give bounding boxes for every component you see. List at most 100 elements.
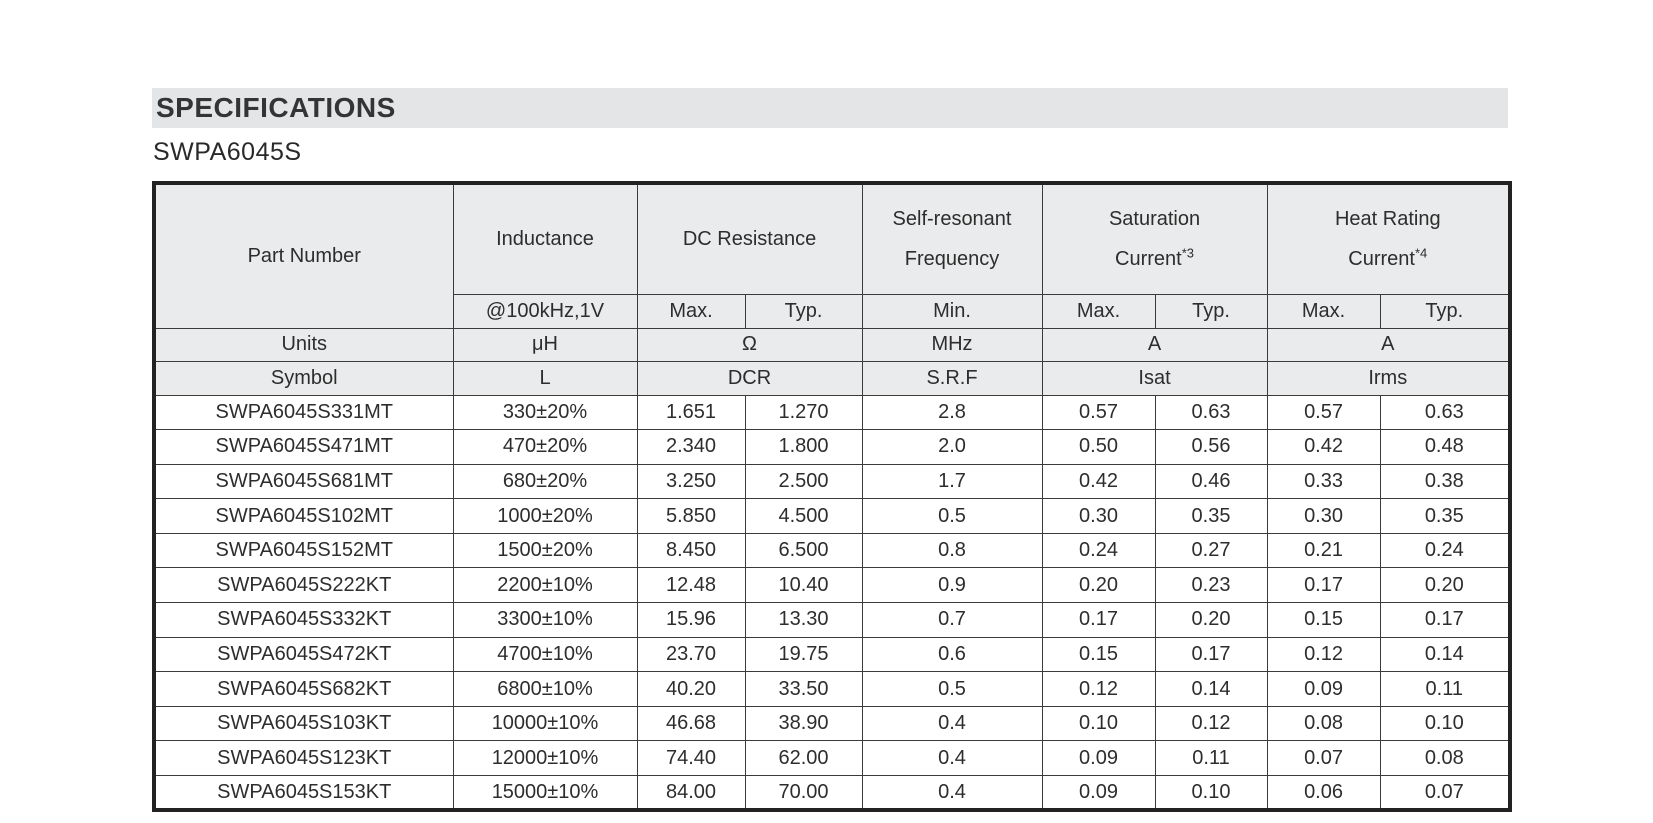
subheader-srf-min: Min.: [861, 293, 1043, 329]
cell-isat-typ: 0.27: [1154, 532, 1268, 569]
cell-dcr-typ: 19.75: [744, 636, 863, 673]
subheader-irms-max: Max.: [1266, 293, 1381, 329]
cell-isat-max: 0.15: [1041, 636, 1156, 673]
cell-irms-max: 0.21: [1266, 532, 1381, 569]
symbol-label: Symbol: [153, 360, 454, 396]
table-row: SWPA6045S153KT 15000±10% 84.00 70.00 0.4…: [153, 775, 1511, 811]
cell-irms-max: 0.08: [1266, 705, 1381, 742]
cell-inductance: 10000±10%: [452, 705, 638, 742]
cell-irms-typ: 0.11: [1379, 671, 1511, 707]
cell-part-number: SWPA6045S681MT: [153, 463, 454, 500]
unit-heat-rating: A: [1266, 327, 1511, 362]
cell-srf-min: 0.4: [861, 740, 1043, 777]
col-header-self-resonant-frequency: Self-resonant Frequency: [861, 182, 1043, 295]
cell-dcr-typ: 38.90: [744, 705, 863, 742]
cell-inductance: 680±20%: [452, 463, 638, 500]
cell-irms-typ: 0.24: [1379, 532, 1511, 569]
col-header-heat-rating-current: Heat Rating Current*4: [1266, 182, 1511, 295]
cell-dcr-max: 3.250: [636, 463, 746, 500]
cell-srf-min: 0.5: [861, 671, 1043, 707]
cell-inductance: 1500±20%: [452, 532, 638, 569]
cell-part-number: SWPA6045S682KT: [153, 671, 454, 707]
cell-dcr-max: 8.450: [636, 532, 746, 569]
symbol-srf: S.R.F: [861, 360, 1043, 396]
cell-part-number: SWPA6045S471MT: [153, 429, 454, 465]
specifications-table: Part Number Inductance DC Resistance Sel…: [152, 181, 1513, 813]
cell-dcr-max: 74.40: [636, 740, 746, 777]
subheader-isat-typ: Typ.: [1154, 293, 1268, 329]
cell-isat-typ: 0.17: [1154, 636, 1268, 673]
cell-inductance: 15000±10%: [452, 775, 638, 811]
unit-srf: MHz: [861, 327, 1043, 362]
table-row: SWPA6045S682KT 6800±10% 40.20 33.50 0.5 …: [153, 671, 1511, 707]
cell-part-number: SWPA6045S331MT: [153, 394, 454, 431]
symbol-heat-rating: Irms: [1266, 360, 1511, 396]
cell-dcr-typ: 70.00: [744, 775, 863, 811]
cell-isat-max: 0.10: [1041, 705, 1156, 742]
cell-isat-typ: 0.46: [1154, 463, 1268, 500]
cell-isat-max: 0.12: [1041, 671, 1156, 707]
unit-dc-resistance: Ω: [636, 327, 863, 362]
cell-irms-max: 0.30: [1266, 498, 1381, 534]
cell-inductance: 3300±10%: [452, 602, 638, 638]
series-name: SWPA6045S: [153, 138, 302, 166]
cell-part-number: SWPA6045S102MT: [153, 498, 454, 534]
cell-isat-max: 0.24: [1041, 532, 1156, 569]
table-row: SWPA6045S222KT 2200±10% 12.48 10.40 0.9 …: [153, 567, 1511, 604]
table-header: Part Number Inductance DC Resistance Sel…: [153, 182, 1511, 329]
subheader-irms-typ: Typ.: [1379, 293, 1511, 329]
heat-rating-label-line1: Heat Rating: [1334, 208, 1441, 231]
cell-inductance: 470±20%: [452, 429, 638, 465]
cell-dcr-typ: 1.270: [744, 394, 863, 431]
cell-irms-typ: 0.10: [1379, 705, 1511, 742]
cell-irms-max: 0.07: [1266, 740, 1381, 777]
cell-srf-min: 0.6: [861, 636, 1043, 673]
cell-isat-max: 0.20: [1041, 567, 1156, 604]
cell-isat-max: 0.30: [1041, 498, 1156, 534]
cell-irms-typ: 0.20: [1379, 567, 1511, 604]
cell-dcr-typ: 6.500: [744, 532, 863, 569]
cell-isat-typ: 0.35: [1154, 498, 1268, 534]
cell-irms-typ: 0.48: [1379, 429, 1511, 465]
srf-label-line1: Self-resonant: [892, 208, 1012, 231]
footnote-ref-4: *4: [1414, 245, 1428, 261]
col-header-saturation-current: Saturation Current*3: [1041, 182, 1268, 295]
cell-irms-max: 0.57: [1266, 394, 1381, 431]
cell-isat-max: 0.57: [1041, 394, 1156, 431]
table-row: SWPA6045S152MT 1500±20% 8.450 6.500 0.8 …: [153, 532, 1511, 569]
saturation-label-line1: Saturation: [1108, 208, 1201, 231]
cell-inductance: 1000±20%: [452, 498, 638, 534]
units-row: Units μH Ω MHz A A: [153, 327, 1511, 362]
cell-dcr-max: 46.68: [636, 705, 746, 742]
cell-dcr-max: 15.96: [636, 602, 746, 638]
saturation-label-line2: Current*3: [1115, 245, 1195, 271]
cell-irms-typ: 0.17: [1379, 602, 1511, 638]
cell-irms-typ: 0.07: [1379, 775, 1511, 811]
cell-irms-max: 0.17: [1266, 567, 1381, 604]
cell-irms-max: 0.06: [1266, 775, 1381, 811]
table-row: SWPA6045S472KT 4700±10% 23.70 19.75 0.6 …: [153, 636, 1511, 673]
symbol-dc-resistance: DCR: [636, 360, 863, 396]
symbol-saturation: Isat: [1041, 360, 1268, 396]
cell-isat-typ: 0.23: [1154, 567, 1268, 604]
cell-part-number: SWPA6045S123KT: [153, 740, 454, 777]
cell-dcr-typ: 1.800: [744, 429, 863, 465]
cell-srf-min: 0.7: [861, 602, 1043, 638]
cell-isat-typ: 0.12: [1154, 705, 1268, 742]
cell-irms-typ: 0.38: [1379, 463, 1511, 500]
symbol-inductance: L: [452, 360, 638, 396]
cell-isat-max: 0.42: [1041, 463, 1156, 500]
col-header-dc-resistance: DC Resistance: [636, 182, 863, 295]
cell-isat-max: 0.09: [1041, 740, 1156, 777]
cell-irms-max: 0.42: [1266, 429, 1381, 465]
cell-irms-max: 0.33: [1266, 463, 1381, 500]
cell-part-number: SWPA6045S152MT: [153, 532, 454, 569]
cell-inductance: 4700±10%: [452, 636, 638, 673]
cell-irms-max: 0.09: [1266, 671, 1381, 707]
cell-dcr-max: 5.850: [636, 498, 746, 534]
cell-isat-max: 0.17: [1041, 602, 1156, 638]
cell-srf-min: 0.4: [861, 705, 1043, 742]
cell-srf-min: 2.0: [861, 429, 1043, 465]
cell-part-number: SWPA6045S153KT: [153, 775, 454, 811]
cell-dcr-typ: 33.50: [744, 671, 863, 707]
